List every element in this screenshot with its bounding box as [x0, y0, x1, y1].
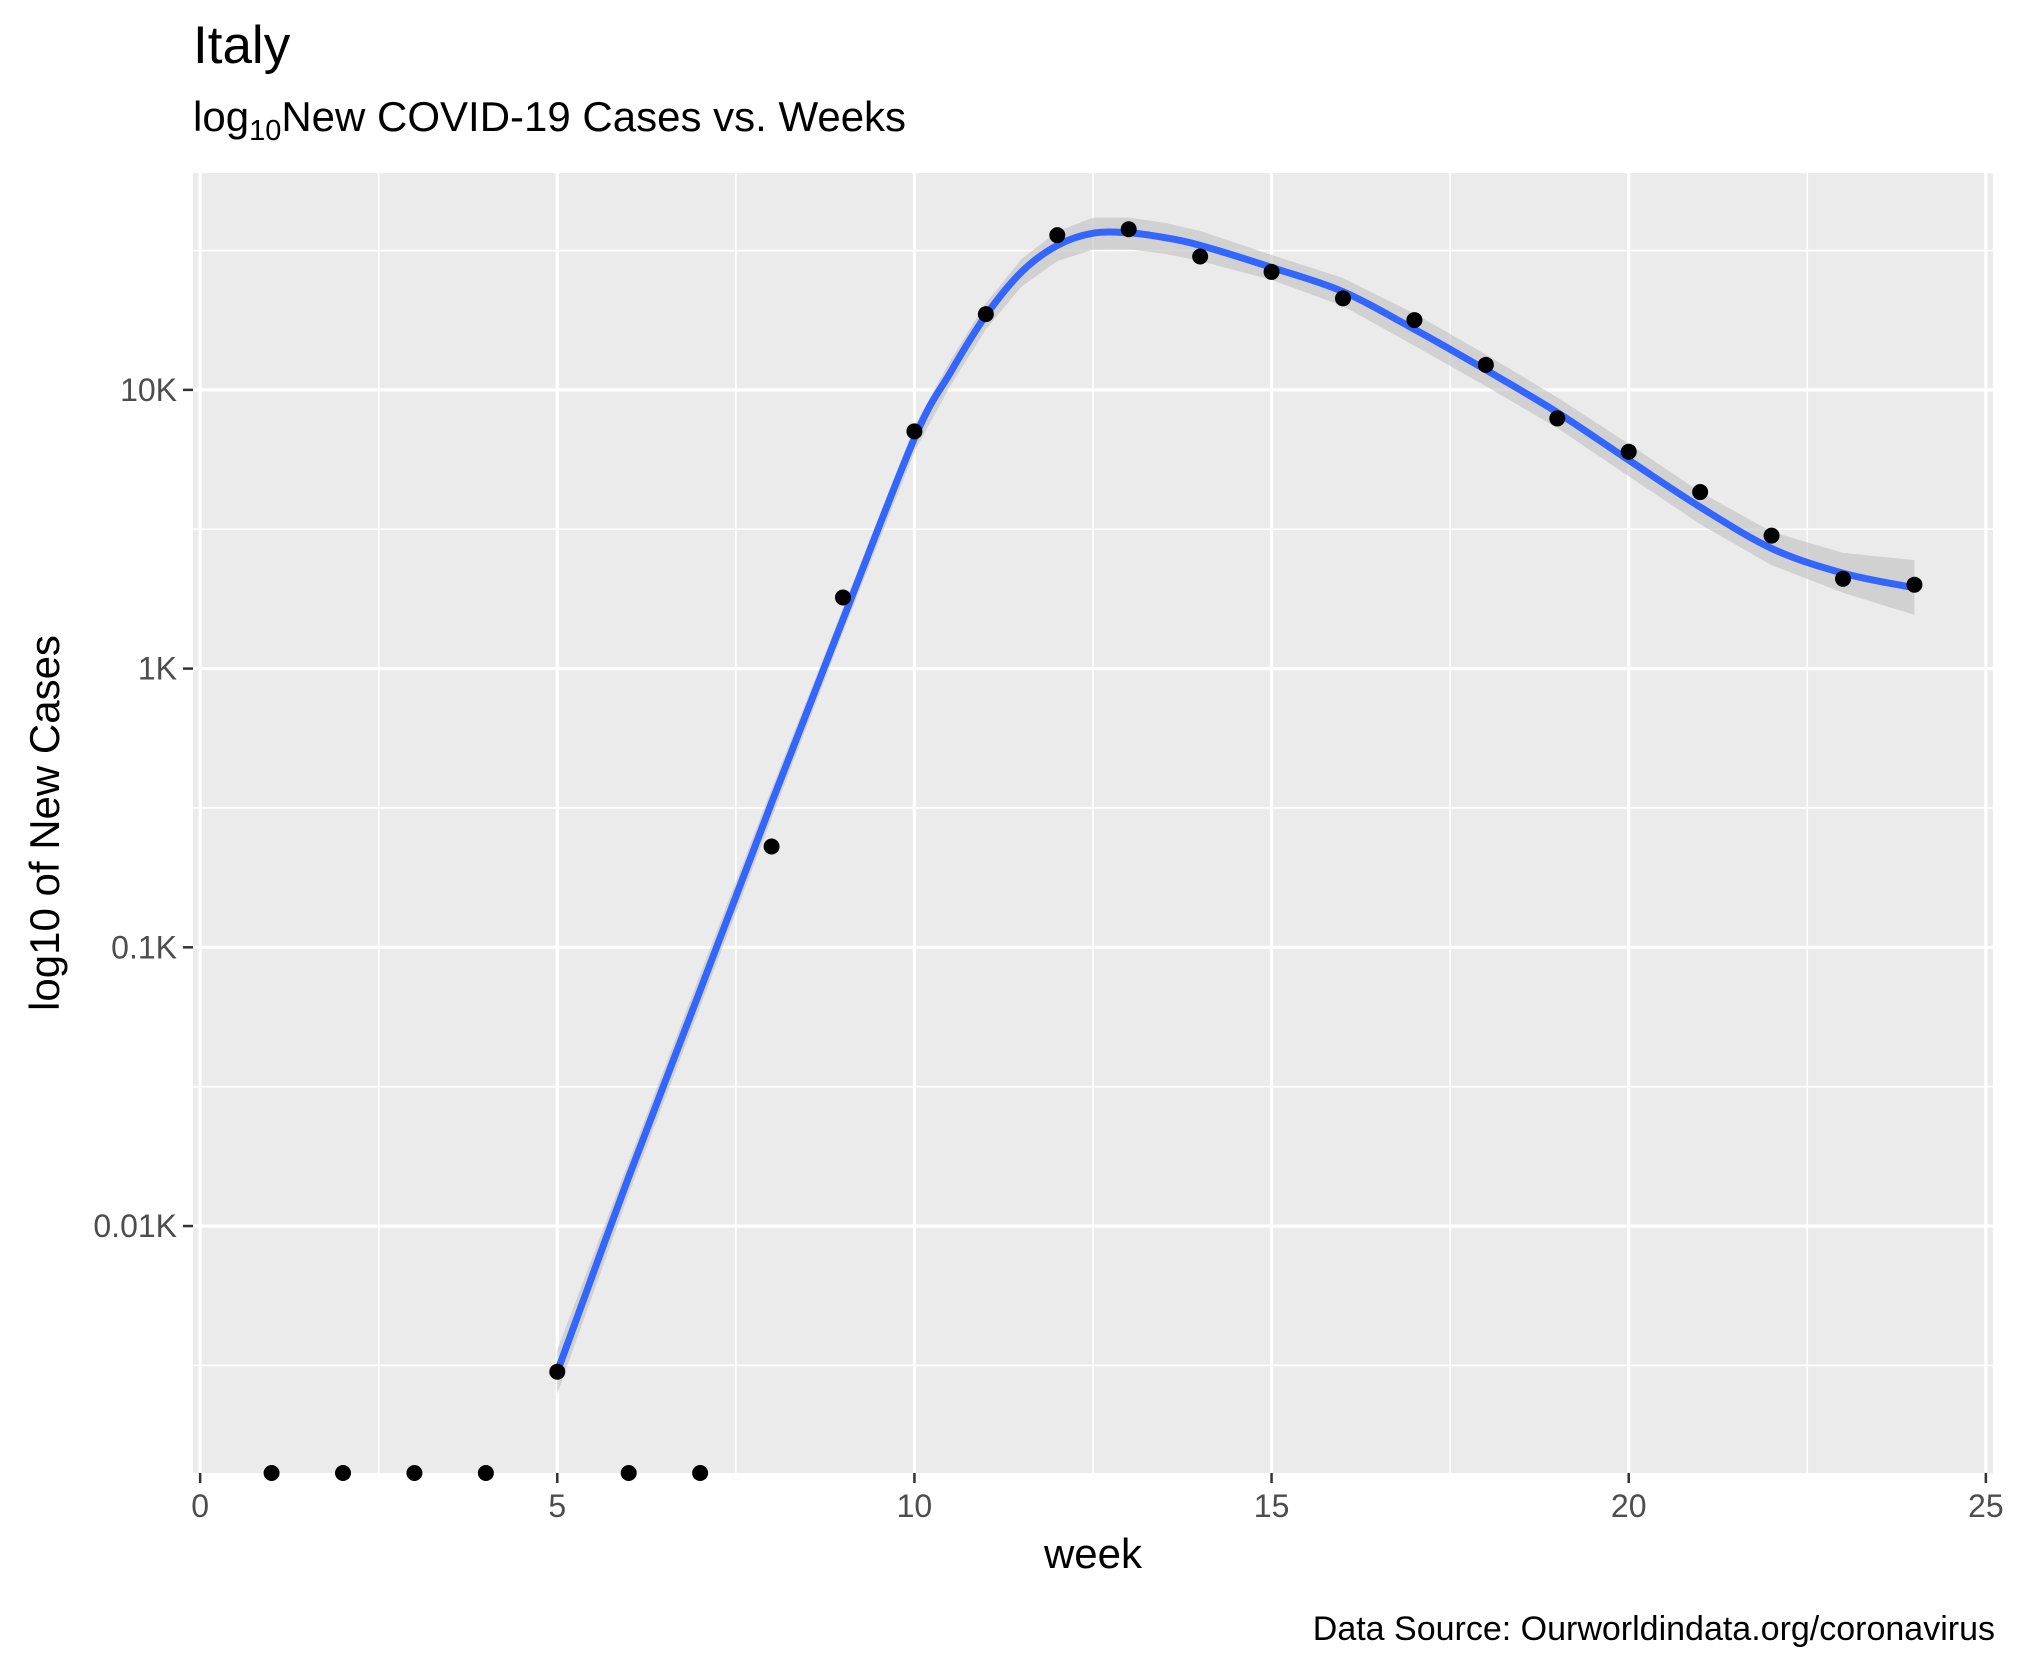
data-point: [549, 1363, 566, 1380]
y-tick-label: 1K: [138, 651, 177, 687]
data-point: [1406, 312, 1423, 329]
data-point: [335, 1465, 351, 1481]
x-tick-label: 25: [1968, 1488, 2004, 1524]
data-point: [1835, 570, 1851, 587]
data-point: [1263, 263, 1280, 280]
x-tick-label: 5: [548, 1488, 566, 1524]
data-point: [477, 1465, 494, 1481]
grid-layer: [193, 173, 1993, 1473]
data-point: [620, 1465, 637, 1481]
data-point: [1763, 527, 1780, 544]
data-point: [1192, 248, 1209, 265]
data-point: [1335, 290, 1351, 307]
x-tick-label: 15: [1254, 1488, 1290, 1524]
smooth-line: [553, 228, 1918, 1376]
data-point: [835, 589, 851, 606]
data-point: [977, 306, 994, 323]
data-point: [1120, 221, 1137, 238]
data-point: [263, 1465, 280, 1481]
data-point: [1477, 356, 1494, 373]
y-tick-label: 0.01K: [93, 1208, 177, 1244]
x-tick-label: 0: [191, 1488, 209, 1524]
y-tick-label: 10K: [120, 372, 177, 408]
y-axis-title: log10 of New Cases: [21, 635, 68, 1011]
data-point: [1906, 576, 1923, 593]
subtitle-log: log: [193, 93, 249, 140]
data-point: [692, 1465, 709, 1481]
data-point: [406, 1465, 423, 1481]
points-layer: [263, 221, 1923, 1481]
data-point: [906, 423, 923, 440]
subtitle-subscript: 10: [249, 115, 281, 147]
data-point: [1620, 443, 1637, 460]
subtitle-text: New COVID-19 Cases vs. Weeks: [281, 93, 906, 140]
data-point: [1049, 227, 1066, 244]
x-axis-title: week: [1043, 1530, 1143, 1577]
chart-caption: Data Source: Ourworldindata.org/coronavi…: [1313, 1610, 1995, 1648]
axes-layer: 0 5 10 15 20 25 0.01K 0.1K 1K 10K: [93, 372, 2003, 1524]
x-tick-label: 20: [1611, 1488, 1647, 1524]
data-point: [763, 838, 780, 855]
data-point: [1692, 484, 1709, 501]
chart-subtitle: log10New COVID-19 Cases vs. Weeks: [193, 93, 906, 147]
chart-title: Italy: [193, 16, 291, 75]
x-tick-label: 10: [897, 1488, 933, 1524]
y-tick-label: 0.1K: [111, 929, 177, 965]
data-point: [1549, 410, 1566, 427]
